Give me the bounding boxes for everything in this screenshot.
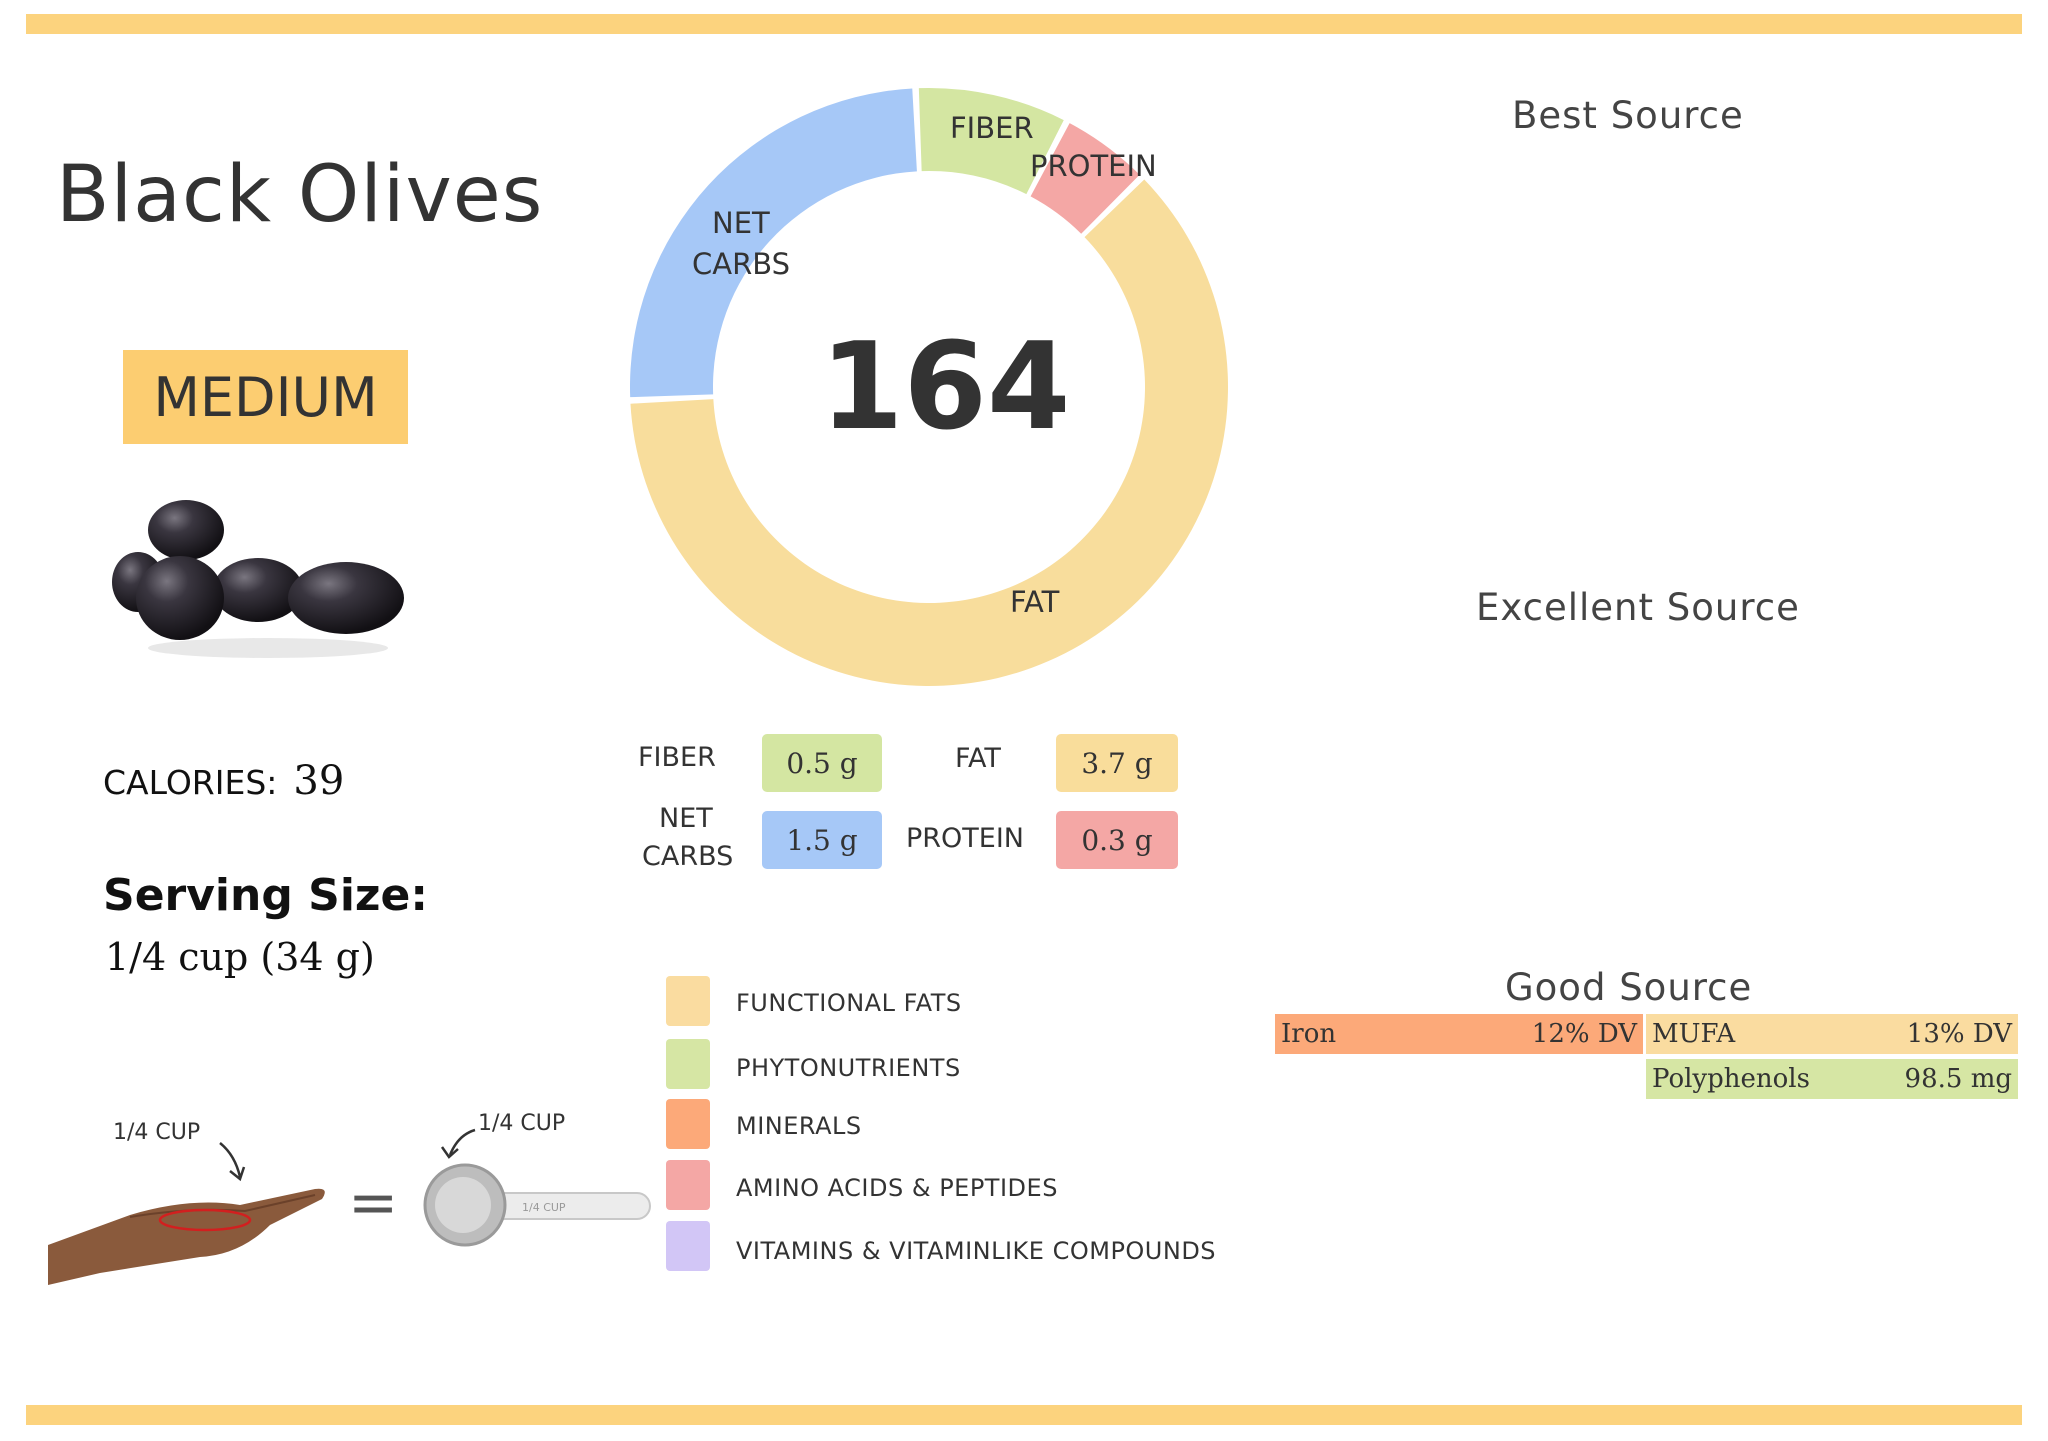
legend-label-amino-acids: AMINO ACIDS & PEPTIDES — [736, 1174, 1058, 1202]
nutrient-row-iron: Iron 12% DV — [1275, 1014, 1643, 1054]
legend-label-minerals: MINERALS — [736, 1112, 862, 1140]
level-badge: MEDIUM — [123, 350, 408, 444]
cup-measure-label: 1/4 CUP — [478, 1111, 565, 1136]
nutrient-name: MUFA — [1652, 1019, 1736, 1049]
legend-swatch-vitamins — [666, 1221, 710, 1271]
nutrient-name: Polyphenols — [1652, 1064, 1810, 1094]
fiber-value: 0.5 g — [762, 734, 882, 792]
nutrient-amount: 13% DV — [1906, 1019, 2012, 1049]
protein-label: PROTEIN — [906, 823, 1025, 854]
net-carbs-label-2: CARBS — [642, 841, 734, 872]
legend-swatch-minerals — [666, 1099, 710, 1149]
nutrient-amount: 12% DV — [1531, 1019, 1637, 1049]
hand-measure-ring — [158, 1208, 252, 1232]
macro-donut-chart — [630, 88, 1228, 686]
donut-label-net: NET — [712, 206, 770, 240]
donut-slice-fiber — [918, 88, 1064, 195]
donut-label-fat: FAT — [1010, 585, 1060, 619]
fiber-label: FIBER — [638, 742, 716, 773]
donut-label-carbs: CARBS — [692, 247, 791, 281]
legend-swatch-functional-fats — [666, 976, 710, 1026]
equals-sign: = — [348, 1168, 398, 1238]
net-carbs-label-1: NET — [659, 803, 713, 834]
best-source-heading: Best Source — [1512, 94, 1744, 137]
legend-swatch-amino-acids — [666, 1160, 710, 1210]
calories-line: CALORIES: 39 — [103, 758, 344, 804]
nutrient-row-mufa: MUFA 13% DV — [1646, 1014, 2018, 1054]
protein-value: 0.3 g — [1056, 811, 1178, 869]
cup-handle-text: 1/4 CUP — [522, 1201, 566, 1214]
hand-icon — [48, 1188, 325, 1285]
nutrient-amount: 98.5 mg — [1904, 1064, 2012, 1094]
serving-size-illustration: 1/4 CUP = 1/4 CUP 1/4 CUP — [48, 1111, 651, 1285]
nutrient-row-polyphenols: Polyphenols 98.5 mg — [1646, 1059, 2018, 1099]
fat-value: 3.7 g — [1056, 734, 1178, 792]
calories-label: CALORIES: — [103, 763, 278, 802]
legend-swatch-phytonutrients — [666, 1039, 710, 1089]
serving-size-value: 1/4 cup (34 g) — [105, 935, 375, 979]
donut-label-protein: PROTEIN — [1030, 149, 1157, 183]
bottom-accent-bar — [26, 1405, 2022, 1425]
total-value: 164 — [820, 318, 1071, 457]
donut-label-fiber: FIBER — [950, 111, 1034, 145]
serving-size-title: Serving Size: — [103, 870, 428, 921]
legend-label-functional-fats: FUNCTIONAL FATS — [736, 989, 962, 1017]
hand-measure-label: 1/4 CUP — [113, 1120, 200, 1145]
net-carbs-value: 1.5 g — [762, 811, 882, 869]
black-olives-image — [112, 500, 404, 658]
measuring-cup-icon — [435, 1177, 491, 1233]
donut-slice-fat — [630, 179, 1228, 686]
good-source-heading: Good Source — [1505, 966, 1753, 1009]
legend-label-phytonutrients: PHYTONUTRIENTS — [736, 1054, 961, 1082]
donut-slice-net-carbs — [630, 88, 917, 398]
fat-label: FAT — [955, 743, 1001, 774]
legend-label-vitamins: VITAMINS & VITAMINLIKE COMPOUNDS — [736, 1237, 1217, 1265]
food-title: Black Olives — [56, 150, 544, 240]
nutrient-name: Iron — [1281, 1019, 1337, 1049]
donut-slice-protein — [1030, 123, 1140, 234]
calories-value: 39 — [293, 758, 345, 804]
top-accent-bar — [26, 14, 2022, 34]
excellent-source-heading: Excellent Source — [1476, 586, 1800, 629]
